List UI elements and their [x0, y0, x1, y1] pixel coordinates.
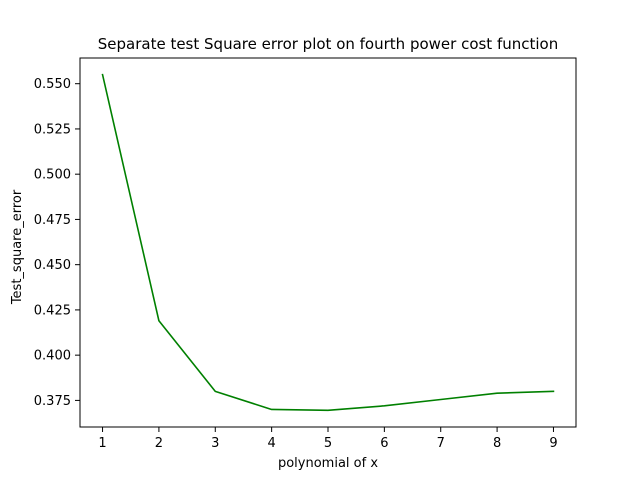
x-axis: 1 2 3 4 5 6 7 8 9 — [98, 427, 558, 451]
y-tick-label: 0.475 — [34, 213, 71, 228]
x-axis-label: polynomial of x — [278, 456, 378, 471]
x-tick-label: 4 — [267, 436, 275, 451]
y-tick-label: 0.375 — [34, 394, 71, 409]
y-tick-label: 0.525 — [34, 122, 71, 137]
plot-frame — [79, 57, 577, 428]
series-layer — [101, 73, 555, 412]
x-tick-label: 3 — [211, 436, 219, 451]
x-tick-label: 1 — [98, 436, 106, 451]
plot-area-border — [79, 57, 577, 428]
x-tick-label: 7 — [437, 436, 445, 451]
x-tick-label: 2 — [155, 436, 163, 451]
y-tick-label: 0.425 — [34, 303, 71, 318]
x-tick-label: 6 — [380, 436, 388, 451]
chart-title: Separate test Square error plot on fourt… — [98, 35, 558, 53]
x-tick-label: 5 — [324, 436, 332, 451]
x-tick-label: 9 — [549, 436, 557, 451]
y-tick-label: 0.400 — [34, 349, 71, 364]
x-tick-label: 8 — [493, 436, 501, 451]
y-axis-label: Test_square_error — [10, 189, 25, 305]
y-tick-label: 0.450 — [34, 258, 71, 273]
y-tick-label: 0.550 — [34, 77, 71, 92]
y-axis: 0.375 0.400 0.425 0.450 0.475 0.500 0.525 0.550 — [34, 77, 80, 409]
y-tick-label: 0.500 — [34, 168, 71, 183]
